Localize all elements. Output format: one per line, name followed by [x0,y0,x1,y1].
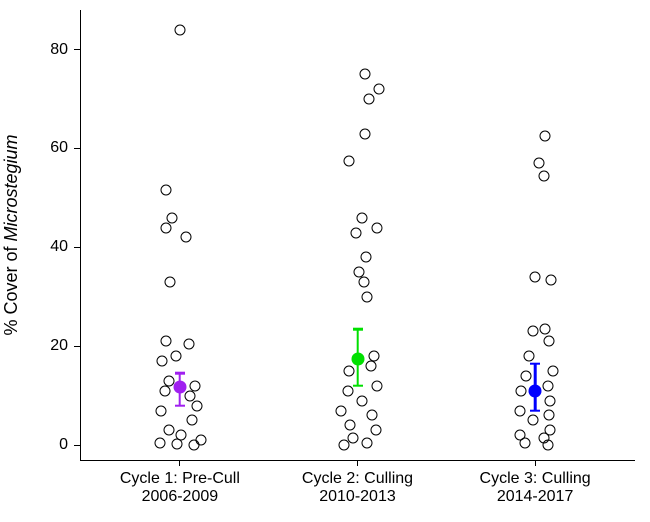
data-point [372,380,383,391]
data-point [538,170,549,181]
data-point [154,437,165,448]
data-point [342,385,353,396]
data-point [157,356,168,367]
data-point [362,437,373,448]
error-cap [530,409,540,412]
y-axis-line [80,10,81,460]
data-point [546,274,557,285]
data-point [187,415,198,426]
data-point [359,128,370,139]
data-point [516,385,527,396]
y-tick-label: 60 [38,139,68,157]
data-point [174,24,185,35]
microstegium-cover-chart: % Cover of Microstegium 0 20 40 60 80 Cycle 1… [0,0,650,522]
error-cap [175,372,185,375]
data-point [159,385,170,396]
y-tick [74,148,80,149]
data-point [521,370,532,381]
data-point [164,276,175,287]
data-point [542,380,553,391]
data-point [530,272,541,283]
data-point [363,94,374,105]
data-point [336,405,347,416]
y-tick-label: 40 [38,238,68,256]
data-point [357,212,368,223]
mean-marker [529,384,542,397]
mean-marker [351,352,364,365]
data-point [161,222,172,233]
data-point [362,291,373,302]
data-point [533,158,544,169]
data-point [527,326,538,337]
data-point [545,395,556,406]
x-tick [179,460,180,466]
x-tick-label: Cycle 3: Culling 2014-2017 [480,470,591,507]
data-point [161,185,172,196]
data-point [188,440,199,451]
error-cap [530,362,540,365]
y-tick [74,445,80,446]
data-point [367,410,378,421]
data-point [515,405,526,416]
x-tick [535,460,536,466]
data-point [343,155,354,166]
data-point [184,390,195,401]
y-tick-label: 0 [38,436,68,454]
data-point [347,432,358,443]
data-point [523,351,534,362]
data-point [167,212,178,223]
data-point [372,222,383,233]
data-point [527,415,538,426]
y-tick-label: 20 [38,337,68,355]
y-title-plain: % Cover of [1,241,21,335]
data-point [547,365,558,376]
y-tick-label: 80 [38,41,68,59]
data-point [361,252,372,263]
error-cap [175,404,185,407]
data-point [171,351,182,362]
data-point [366,361,377,372]
data-point [351,227,362,238]
y-tick [74,346,80,347]
data-point [371,425,382,436]
data-point [172,439,183,450]
error-cap [353,385,363,388]
y-title-italic: Microstegium [1,134,21,241]
data-point [543,410,554,421]
x-tick-label: Cycle 2: Culling 2010-2013 [302,470,413,507]
data-point [338,440,349,451]
data-point [345,420,356,431]
data-point [156,405,167,416]
data-point [359,69,370,80]
data-point [540,131,551,142]
data-point [183,338,194,349]
data-point [543,336,554,347]
data-point [192,400,203,411]
x-tick-label: Cycle 1: Pre-Cull 2006-2009 [120,470,240,507]
data-point [542,440,553,451]
data-point [161,336,172,347]
y-axis-title: % Cover of Microstegium [1,134,22,335]
y-tick [74,247,80,248]
data-point [540,323,551,334]
data-point [358,276,369,287]
data-point [357,395,368,406]
data-point [520,437,531,448]
data-point [343,365,354,376]
data-point [163,425,174,436]
mean-marker [173,380,186,393]
error-cap [353,328,363,331]
data-point [181,232,192,243]
x-tick [357,460,358,466]
y-tick [74,49,80,50]
data-point [373,84,384,95]
